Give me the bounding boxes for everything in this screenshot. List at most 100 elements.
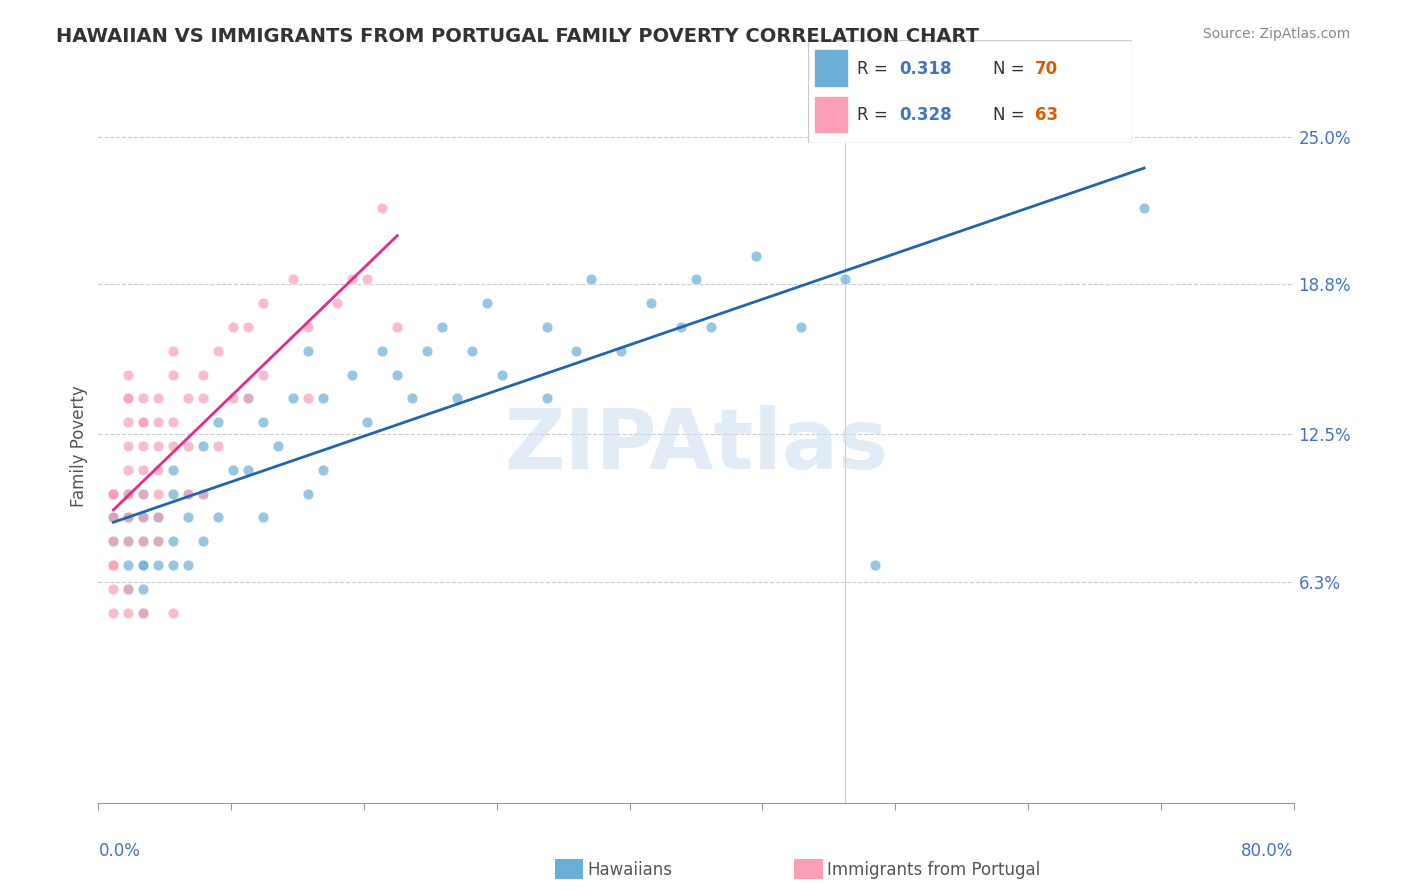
Point — [297, 343, 319, 358]
Text: N =: N = — [993, 106, 1029, 124]
Point — [207, 415, 229, 429]
Point — [1133, 201, 1156, 215]
Point — [745, 249, 768, 263]
Point — [252, 296, 274, 310]
Point — [191, 439, 214, 453]
Point — [236, 320, 259, 334]
Point — [162, 463, 184, 477]
Text: 80.0%: 80.0% — [1241, 842, 1294, 860]
Bar — [815, 96, 848, 132]
Point — [565, 343, 588, 358]
Point — [132, 510, 155, 524]
Point — [536, 320, 558, 334]
Point — [103, 510, 125, 524]
Point — [148, 534, 170, 549]
Text: Source: ZipAtlas.com: Source: ZipAtlas.com — [1202, 27, 1350, 41]
Point — [446, 392, 468, 406]
Text: HAWAIIAN VS IMMIGRANTS FROM PORTUGAL FAMILY POVERTY CORRELATION CHART: HAWAIIAN VS IMMIGRANTS FROM PORTUGAL FAM… — [56, 27, 979, 45]
Point — [356, 272, 378, 286]
Point — [117, 415, 139, 429]
Y-axis label: Family Poverty: Family Poverty — [70, 385, 89, 507]
Point — [117, 463, 139, 477]
Point — [700, 320, 723, 334]
Point — [311, 463, 333, 477]
Point — [132, 486, 155, 500]
Point — [297, 486, 319, 500]
Point — [177, 439, 200, 453]
Point — [475, 296, 498, 310]
Point — [117, 368, 139, 382]
Point — [326, 296, 349, 310]
Point — [103, 534, 125, 549]
Point — [371, 201, 394, 215]
Point — [162, 606, 184, 620]
Point — [236, 392, 259, 406]
Point — [191, 486, 214, 500]
Point — [207, 343, 229, 358]
Text: N =: N = — [993, 60, 1029, 78]
Point — [430, 320, 453, 334]
Point — [117, 392, 139, 406]
Point — [103, 582, 125, 596]
Point — [103, 510, 125, 524]
Point — [148, 439, 170, 453]
Point — [536, 392, 558, 406]
Point — [117, 486, 139, 500]
Point — [207, 510, 229, 524]
Point — [222, 392, 245, 406]
Point — [148, 558, 170, 572]
Point — [461, 343, 484, 358]
Point — [103, 558, 125, 572]
Point — [117, 582, 139, 596]
Point — [191, 486, 214, 500]
Point — [342, 368, 364, 382]
Text: R =: R = — [856, 60, 893, 78]
Point — [162, 534, 184, 549]
Point — [222, 463, 245, 477]
Text: ZIPAtlas: ZIPAtlas — [503, 406, 889, 486]
Point — [177, 392, 200, 406]
Point — [491, 368, 513, 382]
Point — [132, 510, 155, 524]
Point — [103, 534, 125, 549]
Point — [117, 582, 139, 596]
Bar — [815, 50, 848, 87]
Point — [834, 272, 856, 286]
Point — [103, 510, 125, 524]
Point — [401, 392, 423, 406]
Point — [669, 320, 692, 334]
Point — [148, 510, 170, 524]
Text: 0.328: 0.328 — [898, 106, 952, 124]
Point — [371, 343, 394, 358]
Point — [132, 606, 155, 620]
Point — [222, 320, 245, 334]
Point — [162, 486, 184, 500]
Text: Immigrants from Portugal: Immigrants from Portugal — [827, 861, 1040, 879]
Point — [103, 606, 125, 620]
Point — [267, 439, 290, 453]
Point — [132, 582, 155, 596]
Point — [385, 368, 409, 382]
Point — [191, 392, 214, 406]
Point — [117, 439, 139, 453]
Point — [236, 392, 259, 406]
Point — [132, 392, 155, 406]
Point — [685, 272, 707, 286]
Point — [117, 392, 139, 406]
Point — [342, 272, 364, 286]
Point — [117, 510, 139, 524]
Point — [132, 510, 155, 524]
Text: 0.318: 0.318 — [898, 60, 952, 78]
Point — [132, 534, 155, 549]
Text: R =: R = — [856, 106, 893, 124]
Point — [117, 558, 139, 572]
FancyBboxPatch shape — [808, 40, 1132, 143]
Point — [281, 392, 304, 406]
Point — [789, 320, 811, 334]
Point — [132, 606, 155, 620]
Point — [297, 320, 319, 334]
Point — [865, 558, 887, 572]
Text: Hawaiians: Hawaiians — [588, 861, 672, 879]
Point — [191, 534, 214, 549]
Point — [356, 415, 378, 429]
